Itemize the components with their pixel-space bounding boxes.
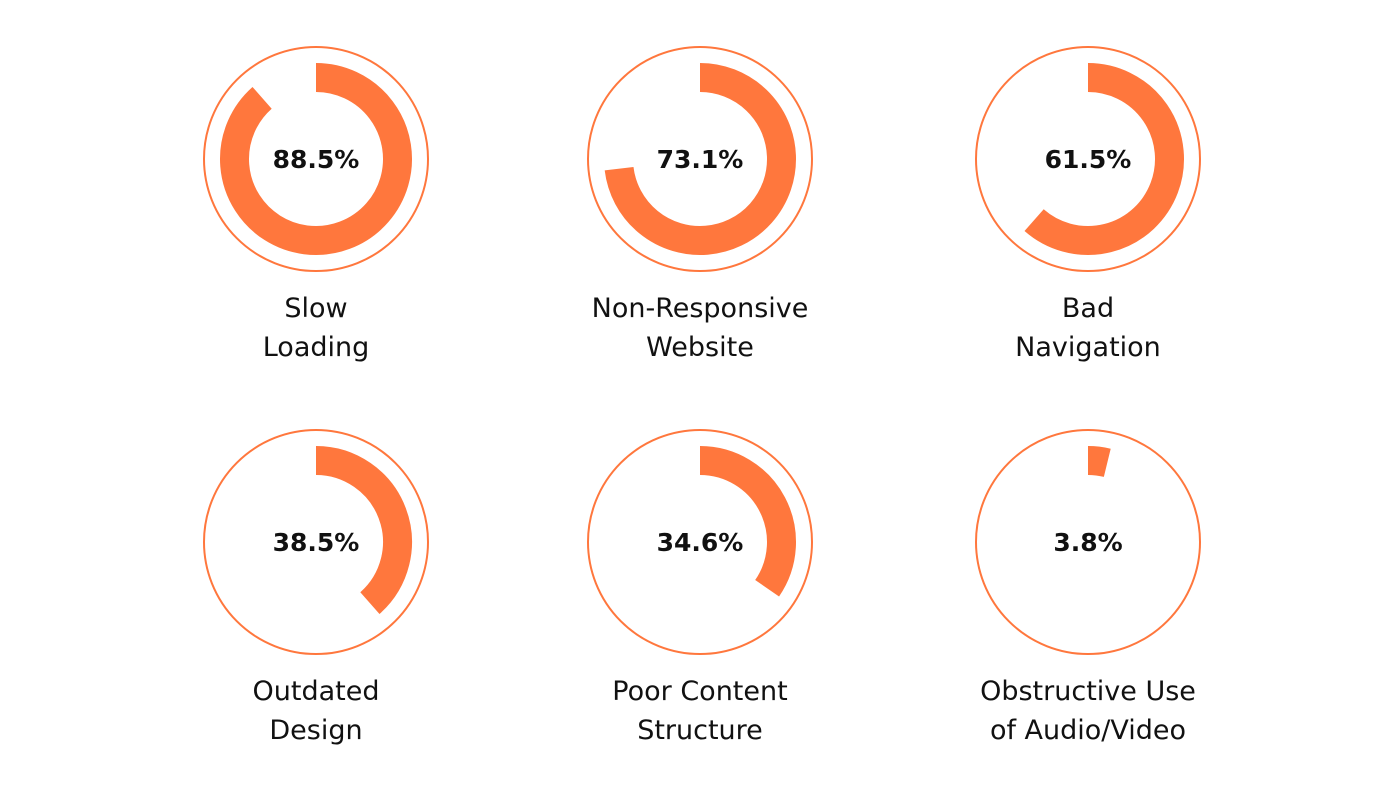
donut-arc: [220, 63, 412, 255]
value-label: 34.6%: [657, 528, 744, 557]
value-label: 61.5%: [1045, 145, 1132, 174]
value-label: 88.5%: [273, 145, 360, 174]
outer-ring: [587, 46, 813, 272]
value-label: 73.1%: [657, 145, 744, 174]
donut-item: 88.5% Slow Loading: [203, 46, 429, 363]
category-label: Slow: [284, 293, 347, 324]
category-label: Obstructive Use: [980, 676, 1196, 707]
category-label: Poor Content: [612, 676, 787, 707]
donut-arc: [1024, 63, 1184, 255]
category-label: Design: [269, 715, 362, 746]
category-label: Bad: [1062, 293, 1114, 324]
category-label: Navigation: [1015, 332, 1161, 363]
donut-item: 38.5% Outdated Design: [203, 429, 429, 746]
category-label: Non-Responsive: [592, 293, 809, 324]
donut-item: 61.5% Bad Navigation: [975, 46, 1201, 363]
value-label: 38.5%: [273, 528, 360, 557]
value-label: 3.8%: [1053, 528, 1122, 557]
donut-item: 34.6% Poor Content Structure: [587, 429, 813, 746]
category-label: Structure: [637, 715, 763, 746]
category-label: Outdated: [253, 676, 380, 707]
donut-arc: [699, 446, 796, 597]
category-label: Website: [646, 332, 754, 363]
donut-item: 3.8% Obstructive Use of Audio/Video: [975, 429, 1201, 746]
outer-ring: [975, 46, 1201, 272]
donut-arc: [1087, 446, 1111, 477]
donut-item: 73.1% Non-Responsive Website: [587, 46, 813, 363]
donut-arc: [604, 63, 796, 255]
outer-ring: [203, 46, 429, 272]
outer-ring: [587, 429, 813, 655]
outer-ring: [975, 429, 1201, 655]
category-label: Loading: [263, 332, 370, 363]
donut-arc: [315, 446, 412, 614]
outer-ring: [203, 429, 429, 655]
category-label: of Audio/Video: [990, 715, 1186, 746]
